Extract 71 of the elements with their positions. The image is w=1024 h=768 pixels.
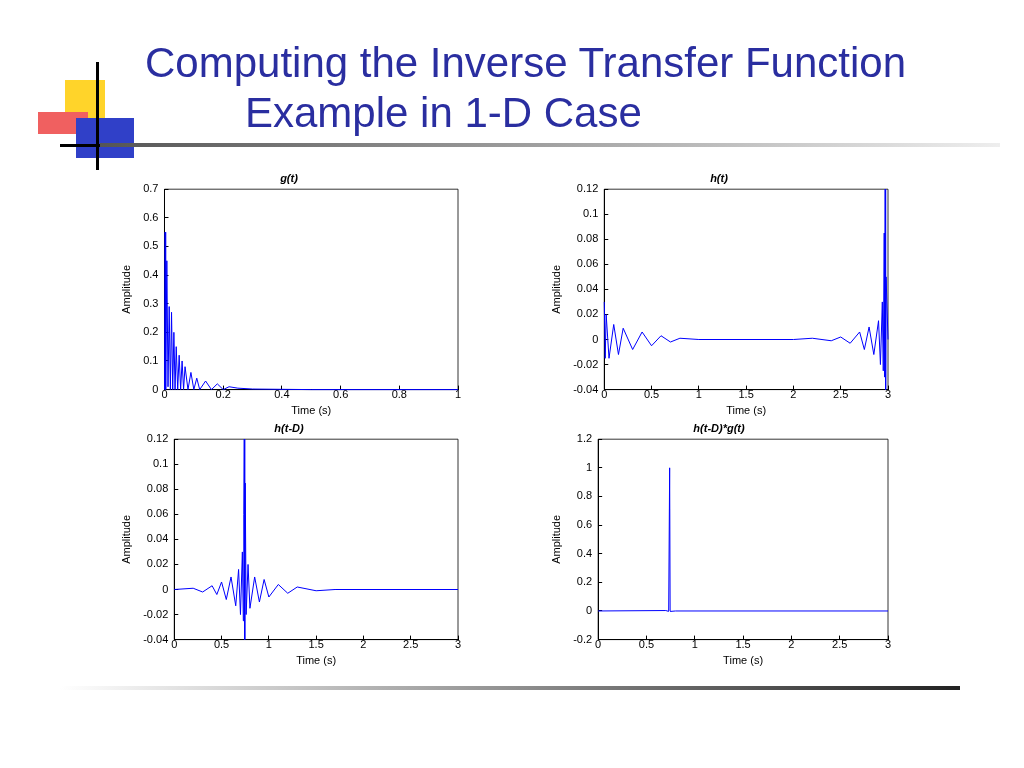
y-tick-label: 0.1 bbox=[152, 457, 169, 470]
y-tick-label: 0.4 bbox=[576, 546, 593, 559]
y-tick-label: 0.6 bbox=[576, 518, 593, 531]
y-tick-label: 0.2 bbox=[576, 575, 593, 588]
x-tick-label: 3 bbox=[884, 638, 892, 651]
y-tick-label: 1 bbox=[586, 460, 593, 473]
y-tick-label: 0.04 bbox=[146, 532, 169, 545]
y-tick-label: -0.2 bbox=[573, 632, 593, 645]
x-tick-label: 0 bbox=[171, 638, 178, 651]
x-tick-label: 0.6 bbox=[332, 388, 349, 401]
y-tick-label: 0.1 bbox=[582, 207, 599, 220]
x-tick-label: 1 bbox=[454, 388, 462, 401]
y-tick-label: 0.12 bbox=[576, 182, 599, 195]
y-tick-label: 0.4 bbox=[143, 268, 159, 281]
x-tick-label: 1 bbox=[695, 388, 702, 401]
y-tick-label: 0.02 bbox=[576, 307, 599, 320]
y-tick-label: 0.3 bbox=[143, 296, 159, 309]
y-tick-label: 0 bbox=[586, 604, 593, 616]
x-tick-label: 0 bbox=[601, 388, 608, 401]
x-tick-label: 2.5 bbox=[832, 638, 848, 651]
x-tick-label: 2 bbox=[360, 638, 367, 651]
y-tick-label: -0.02 bbox=[573, 357, 599, 370]
x-axis-title: Time (s) bbox=[723, 654, 764, 667]
y-tick-label: 0.12 bbox=[146, 432, 169, 445]
x-tick-label: 1.5 bbox=[308, 638, 324, 651]
y-tick-label: 0.08 bbox=[576, 232, 599, 245]
x-axis-title: Time (s) bbox=[291, 404, 332, 417]
text: Computing the Inverse Transfer Function Example in 1-D Case bbox=[145, 38, 908, 138]
x-tick-label: 2.5 bbox=[833, 388, 849, 401]
x-tick-label: 0.5 bbox=[213, 638, 230, 651]
y-tick-label: 0.2 bbox=[143, 325, 159, 338]
x-tick-label: 2 bbox=[790, 388, 797, 401]
y-tick-label: -0.04 bbox=[143, 632, 169, 645]
y-tick-label: 0 bbox=[162, 582, 169, 595]
x-tick-label: 0.5 bbox=[638, 638, 655, 651]
x-tick-label: 0.8 bbox=[391, 388, 407, 401]
x-tick-label: 3 bbox=[454, 638, 462, 651]
y-tick-label: 1.2 bbox=[576, 432, 593, 445]
y-tick-label: 0.8 bbox=[576, 489, 593, 502]
x-axis-title: Time (s) bbox=[726, 404, 767, 417]
y-tick-label: -0.04 bbox=[573, 382, 599, 395]
x-tick-label: 1.5 bbox=[735, 638, 751, 651]
y-tick-label: 0.6 bbox=[143, 210, 159, 223]
x-tick-label: 3 bbox=[884, 388, 892, 401]
y-tick-label: 0.1 bbox=[143, 354, 159, 366]
x-axis-title: Time (s) bbox=[296, 654, 337, 667]
x-tick-label: 1 bbox=[265, 638, 272, 651]
x-tick-label: 2.5 bbox=[403, 638, 419, 651]
y-axis-title: Amplitude bbox=[119, 264, 132, 314]
chart-title: h(t-D) bbox=[274, 421, 304, 434]
y-tick-label: 0.08 bbox=[146, 482, 169, 495]
y-axis-title: Amplitude bbox=[549, 264, 562, 314]
chart-title: h(t-D)*g(t) bbox=[693, 421, 745, 434]
x-tick-label: 0.5 bbox=[643, 388, 660, 401]
x-tick-label: 0.4 bbox=[274, 388, 290, 401]
y-axis-title: Amplitude bbox=[549, 514, 562, 564]
y-tick-label: 0.06 bbox=[576, 257, 599, 270]
x-tick-label: 2 bbox=[788, 638, 795, 651]
y-tick-label: 0 bbox=[592, 332, 599, 345]
y-tick-label: 0.02 bbox=[146, 557, 169, 570]
y-tick-label: 0.06 bbox=[146, 507, 169, 520]
y-axis-title: Amplitude bbox=[119, 514, 132, 564]
y-tick-label: 0.5 bbox=[143, 239, 159, 252]
chart-title: h(t) bbox=[710, 171, 729, 184]
x-tick-label: 1 bbox=[691, 638, 698, 651]
y-tick-label: -0.02 bbox=[143, 607, 169, 620]
y-tick-label: 0.04 bbox=[576, 282, 599, 295]
x-tick-label: 0.2 bbox=[215, 388, 231, 401]
x-tick-label: 1.5 bbox=[738, 388, 754, 401]
y-tick-label: 0.7 bbox=[143, 182, 159, 195]
chart-title: g(t) bbox=[279, 171, 299, 184]
